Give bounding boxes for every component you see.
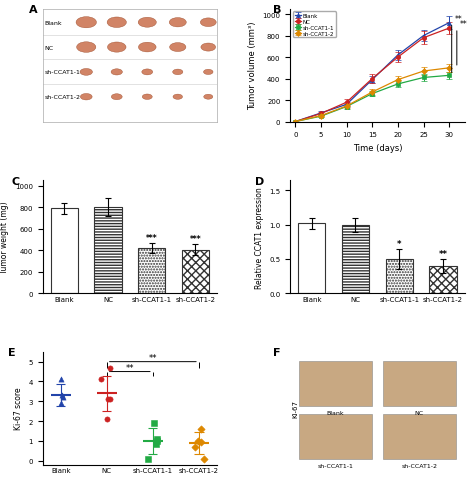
Ellipse shape bbox=[201, 19, 216, 28]
Ellipse shape bbox=[142, 70, 153, 76]
Text: sh-CCAT1-2: sh-CCAT1-2 bbox=[45, 95, 81, 100]
Text: sh-CCAT1-1: sh-CCAT1-1 bbox=[318, 464, 354, 469]
Point bbox=[197, 425, 204, 433]
Ellipse shape bbox=[77, 43, 96, 53]
Point bbox=[154, 437, 161, 445]
Ellipse shape bbox=[108, 43, 126, 53]
Point bbox=[98, 376, 105, 383]
Ellipse shape bbox=[173, 95, 182, 100]
FancyBboxPatch shape bbox=[299, 361, 372, 406]
Bar bbox=[429, 266, 456, 293]
Ellipse shape bbox=[107, 18, 127, 29]
Text: F: F bbox=[273, 348, 280, 358]
Ellipse shape bbox=[170, 44, 186, 52]
Text: **: ** bbox=[126, 363, 134, 372]
Y-axis label: Ki-67 score: Ki-67 score bbox=[14, 387, 23, 430]
Text: ***: *** bbox=[146, 234, 157, 242]
Point bbox=[153, 440, 160, 448]
Point bbox=[58, 392, 65, 399]
Text: Blank: Blank bbox=[45, 21, 62, 26]
FancyBboxPatch shape bbox=[383, 361, 456, 406]
Text: ***: *** bbox=[190, 234, 201, 243]
Ellipse shape bbox=[203, 70, 213, 76]
Bar bbox=[342, 225, 369, 293]
Point bbox=[150, 419, 158, 427]
Ellipse shape bbox=[201, 44, 216, 52]
Point bbox=[197, 438, 204, 446]
Point bbox=[57, 376, 65, 383]
Point bbox=[144, 455, 152, 463]
Y-axis label: Tumor weight (mg): Tumor weight (mg) bbox=[0, 201, 9, 273]
Text: **: ** bbox=[438, 250, 447, 258]
Legend: Blank, NC, sh-CCAT1-1, sh-CCAT1-2: Blank, NC, sh-CCAT1-1, sh-CCAT1-2 bbox=[293, 13, 336, 38]
Point bbox=[200, 455, 208, 463]
Text: *: * bbox=[397, 240, 401, 248]
Ellipse shape bbox=[204, 95, 213, 100]
Bar bbox=[138, 248, 165, 293]
Point bbox=[104, 395, 112, 403]
Text: **: ** bbox=[459, 20, 467, 29]
Text: Blank: Blank bbox=[327, 410, 344, 416]
Ellipse shape bbox=[81, 94, 92, 101]
Ellipse shape bbox=[138, 43, 156, 53]
FancyBboxPatch shape bbox=[383, 414, 456, 459]
Point bbox=[103, 415, 110, 423]
Text: E: E bbox=[8, 348, 16, 358]
X-axis label: Time (days): Time (days) bbox=[353, 144, 402, 152]
Point bbox=[106, 364, 114, 372]
Point bbox=[191, 443, 199, 451]
Y-axis label: Relative CCAT1 expression: Relative CCAT1 expression bbox=[255, 186, 264, 288]
Point bbox=[57, 399, 65, 407]
Point bbox=[106, 395, 113, 403]
Bar bbox=[182, 250, 209, 293]
Text: Ki-67: Ki-67 bbox=[292, 399, 298, 417]
Text: **: ** bbox=[149, 353, 157, 363]
Text: D: D bbox=[255, 176, 264, 186]
Y-axis label: Tumor volume (mm³): Tumor volume (mm³) bbox=[248, 22, 257, 110]
Ellipse shape bbox=[173, 70, 183, 76]
Ellipse shape bbox=[138, 18, 156, 28]
Bar bbox=[51, 209, 78, 293]
Text: sh-CCAT1-2: sh-CCAT1-2 bbox=[401, 464, 437, 469]
Bar bbox=[386, 259, 413, 293]
Bar bbox=[298, 224, 325, 293]
Point bbox=[59, 393, 67, 401]
Bar bbox=[94, 208, 121, 293]
Text: A: A bbox=[29, 5, 37, 15]
Text: C: C bbox=[11, 176, 19, 186]
Text: NC: NC bbox=[415, 410, 424, 416]
Ellipse shape bbox=[80, 69, 92, 76]
Text: **: ** bbox=[454, 15, 462, 24]
Ellipse shape bbox=[169, 18, 186, 28]
Point bbox=[194, 437, 201, 445]
Ellipse shape bbox=[76, 17, 96, 29]
Ellipse shape bbox=[111, 94, 122, 101]
Text: sh-CCAT1-1: sh-CCAT1-1 bbox=[45, 70, 80, 75]
Ellipse shape bbox=[142, 95, 152, 100]
Text: NC: NC bbox=[45, 45, 54, 50]
Ellipse shape bbox=[111, 70, 122, 76]
FancyBboxPatch shape bbox=[299, 414, 372, 459]
Point bbox=[154, 435, 161, 443]
Text: B: B bbox=[273, 5, 281, 15]
